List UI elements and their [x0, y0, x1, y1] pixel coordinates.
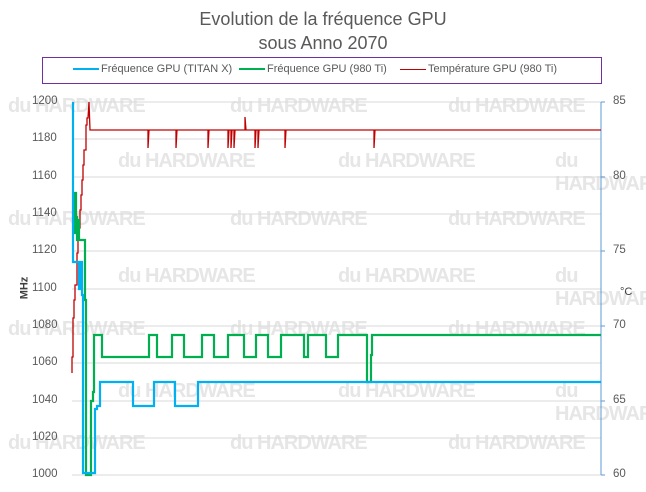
y-tick-right: 65 — [613, 394, 626, 406]
series-freq-titanx — [71, 102, 601, 475]
y-tick-left: 1020 — [32, 431, 58, 443]
legend-swatch-blue — [73, 68, 99, 70]
y-tick-left: 1180 — [32, 132, 57, 144]
y-tick-left: 1080 — [32, 319, 58, 331]
legend-swatch-green — [239, 68, 265, 70]
legend-label: Température GPU (980 Ti) — [428, 63, 557, 75]
y-tick-right: 70 — [613, 319, 626, 331]
right-axis — [600, 101, 605, 476]
y-tick-right: 60 — [613, 468, 626, 480]
series-temperature-980ti — [71, 101, 601, 373]
legend-label: Fréquence GPU (980 Ti) — [267, 63, 387, 75]
y-axis-title-left: MHz — [18, 276, 31, 300]
legend-item-titan-x: Fréquence GPU (TITAN X) — [73, 63, 232, 75]
y-tick-left: 1000 — [32, 468, 58, 480]
chart-title: Evolution de la fréquence GPU — [199, 9, 447, 29]
y-tick-right: 80 — [613, 170, 626, 182]
gridlines — [72, 101, 601, 476]
y-tick-right: 75 — [613, 244, 626, 256]
y-tick-left: 1140 — [32, 207, 57, 219]
series-freq-980ti — [73, 191, 601, 477]
legend-item-980ti-temp: Température GPU (980 Ti) — [400, 63, 557, 75]
y-tick-left: 1100 — [32, 282, 57, 294]
legend-swatch-red — [400, 68, 426, 70]
y-axis-title-right: °C — [620, 286, 633, 298]
legend-item-980ti-freq: Fréquence GPU (980 Ti) — [239, 63, 387, 75]
y-tick-left: 1200 — [32, 95, 58, 107]
series-freq-titanx-fill — [78, 264, 83, 288]
y-tick-left: 1060 — [32, 356, 58, 368]
chart-subtitle: sous Anno 2070 — [258, 33, 388, 53]
y-tick-right: 85 — [613, 95, 626, 107]
chart-legend: Fréquence GPU (TITAN X) Fréquence GPU (9… — [42, 57, 602, 84]
y-tick-left: 1120 — [32, 244, 57, 256]
y-tick-left: 1040 — [32, 394, 58, 406]
legend-label: Fréquence GPU (TITAN X) — [101, 63, 233, 75]
y-tick-left: 1160 — [32, 170, 57, 182]
